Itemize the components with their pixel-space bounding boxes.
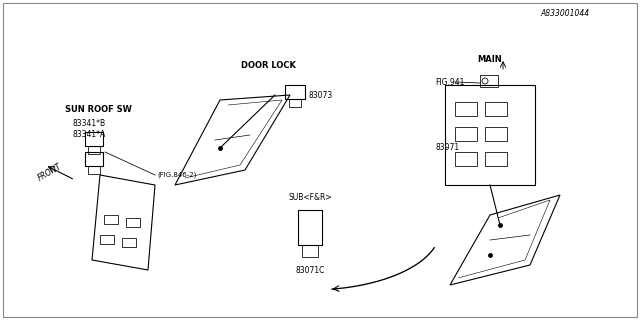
- Text: SUN ROOF SW: SUN ROOF SW: [65, 105, 132, 114]
- Text: 83071C: 83071C: [295, 266, 324, 275]
- Bar: [485, 102, 507, 116]
- Bar: [302, 245, 318, 257]
- Bar: [104, 215, 118, 224]
- Text: FRONT: FRONT: [36, 162, 63, 182]
- Text: 83073: 83073: [308, 91, 332, 100]
- Text: 83341*B: 83341*B: [72, 119, 105, 128]
- Bar: [126, 218, 140, 227]
- Text: SUB<F&R>: SUB<F&R>: [288, 193, 332, 202]
- Bar: [88, 166, 100, 174]
- Bar: [122, 238, 136, 247]
- Bar: [485, 127, 507, 141]
- Bar: [455, 152, 477, 166]
- Bar: [298, 210, 322, 245]
- Bar: [85, 152, 103, 166]
- Text: A833001044: A833001044: [541, 9, 590, 18]
- Text: DOOR LOCK: DOOR LOCK: [241, 61, 296, 70]
- Bar: [455, 102, 477, 116]
- Bar: [289, 99, 301, 107]
- Text: (FIG.846-2): (FIG.846-2): [157, 172, 196, 178]
- Bar: [285, 85, 305, 99]
- Text: FIG.941: FIG.941: [435, 77, 465, 86]
- Bar: [455, 127, 477, 141]
- Text: 83071: 83071: [435, 142, 459, 151]
- Text: MAIN: MAIN: [477, 55, 502, 64]
- Bar: [480, 75, 498, 87]
- Bar: [88, 146, 100, 154]
- Bar: [485, 152, 507, 166]
- Bar: [100, 235, 114, 244]
- Text: 83341*A: 83341*A: [72, 130, 105, 139]
- Bar: [85, 132, 103, 146]
- Bar: [445, 85, 535, 185]
